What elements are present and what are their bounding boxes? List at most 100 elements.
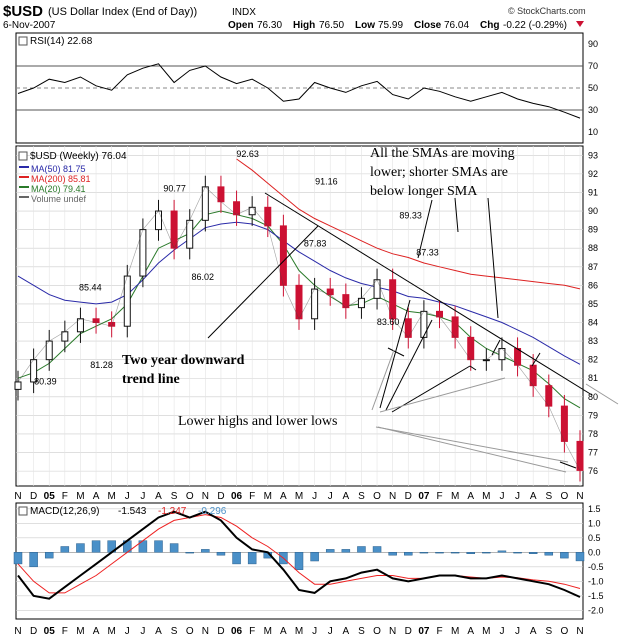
legend-swatch [19,176,29,178]
x-tick-label: N [202,626,209,637]
macd-hist-bar [513,552,522,554]
x-tick-label: F [436,626,442,637]
x-tick-label: S [171,491,178,502]
macd-tick-label: -1.0 [588,576,604,586]
macd-ticks: 1.5 1.0 0.5 0.0 -0.5 -1.0 -1.5 -2.0 [588,504,604,616]
low-arrow-1b [469,365,477,371]
price-label-85-44: 85.44 [79,283,102,293]
x-tick-label: J [312,491,317,502]
sma-arrow-2 [417,199,433,259]
price-tick-label: 89 [588,225,598,235]
x-tick-label: D [30,626,37,637]
x-tick-label: 05 [44,491,56,502]
x-tick-label: D [405,491,412,502]
x-tick-label: A [280,491,287,502]
low-arrow-end [559,461,577,469]
gray-arrow-3 [377,426,567,473]
x-tick-label: J [515,491,520,502]
macd-hist-bar [91,540,101,553]
x-tick-label: D [405,626,412,637]
trend-line-extension [585,383,619,405]
x-tick-label: M [482,626,490,637]
x-tick-label: A [467,626,474,637]
macd-hist-bar [201,549,210,553]
x-tick-label: J [125,491,130,502]
high-label: High [293,20,315,31]
annotations [207,192,593,469]
macd-hist-bar [528,552,538,554]
x-tick-label: N [14,626,21,637]
macd-panel: 1.5 1.0 0.5 0.0 -0.5 -1.0 -1.5 -2.0 MACD(12,26,… [13,502,604,620]
price-label-86-02: 86.02 [191,272,214,282]
copyright: © StockCharts.com [508,6,586,16]
chart-date: 6-Nov-2007 [3,20,56,31]
macd-hist-bar [575,552,585,562]
x-tick-label: A [155,626,162,637]
macd-tick-label: 1.5 [588,504,601,514]
price-tick-label: 93 [588,150,598,160]
rsi-ticks: 90 70 50 30 10 [588,39,598,137]
sma-note-line-3: below longer SMA [370,184,478,199]
chart-symbol: $USD [3,3,43,20]
x-tick-label: M [482,491,490,502]
legend-swatch [19,196,29,198]
sma-note-line-2: lower; shorter SMAs are [370,165,508,180]
x-tick-label: J [328,626,333,637]
macd-hist-bar [310,552,319,562]
macd-hist-bar [341,549,351,553]
rsi-panel: 90 70 50 30 10 RSI(14) 22.68 [15,32,598,144]
trend-line [264,192,593,396]
x-tick-label: N [202,491,209,502]
legend-entry: Volume undef [31,194,87,204]
price-tick-label: 92 [588,169,598,179]
x-tick-label: 06 [231,491,243,502]
x-tick-label: A [530,491,537,502]
x-tick-label: J [312,626,317,637]
price-tick-label: 76 [588,466,598,476]
x-tick-label: J [515,626,520,637]
price-label-89-33: 89.33 [399,210,422,220]
macd-hist-bar [419,552,429,554]
x-tick-label: 07 [418,491,430,502]
gray-arrow-2 [379,377,506,413]
close-value: 76.04 [444,20,469,31]
high-arrow-3 [385,319,433,411]
x-tick-label: M [451,626,459,637]
gray-arrow-4 [375,426,569,463]
macd-hist-bar [372,546,382,553]
x-tick-label: A [93,626,100,637]
price-label-91-16: 91.16 [315,176,338,186]
price-ticks: 93 92 91 90 89 88 87 86 85 84 83 82 81 80 79 78 77 76 [588,150,598,476]
trend-note-line-1: Two year downward [122,353,245,368]
sma-note-line-1: All the SMAs are moving [370,146,515,161]
x-tick-label: M [107,491,115,502]
low-value: 75.99 [378,20,403,31]
down-arrow-icon [576,21,584,27]
price-close-line [17,186,581,471]
macd-hist-bar [44,552,54,559]
price-tick-label: 90 [588,206,598,216]
x-tick-label: S [358,491,365,502]
macd-hist-bar [154,540,163,553]
high-arrow-2 [379,299,411,409]
price-labels: 92.63 91.16 90.77 89.33 87.83 87.33 86.02 85.44… [34,149,439,386]
macd-label: MACD(12,26,9) [30,506,99,517]
macd-hist-bar [325,549,335,553]
price-label-92-63: 92.63 [236,149,259,159]
ma-line-50 [17,221,581,365]
price-tick-label: 82 [588,355,598,365]
macd-tick-label: -1.5 [588,591,604,601]
x-tick-label: 06 [231,626,243,637]
x-tick-label: D [217,626,224,637]
x-tick-label: F [62,491,68,502]
x-tick-label: J [499,491,504,502]
close-label: Close [414,20,442,31]
x-axis-price: N D 05 F M A M J J A S O N D 06 F M A M J J A S O N D 07 F M A M J J A S O N [14,491,583,502]
x-tick-label: M [295,491,303,502]
rsi-legend-box [18,36,28,46]
price-tick-label: 81 [588,373,598,383]
rsi-tick-label: 90 [588,39,598,49]
x-tick-label: S [545,491,552,502]
macd-hist-bar [29,552,38,568]
